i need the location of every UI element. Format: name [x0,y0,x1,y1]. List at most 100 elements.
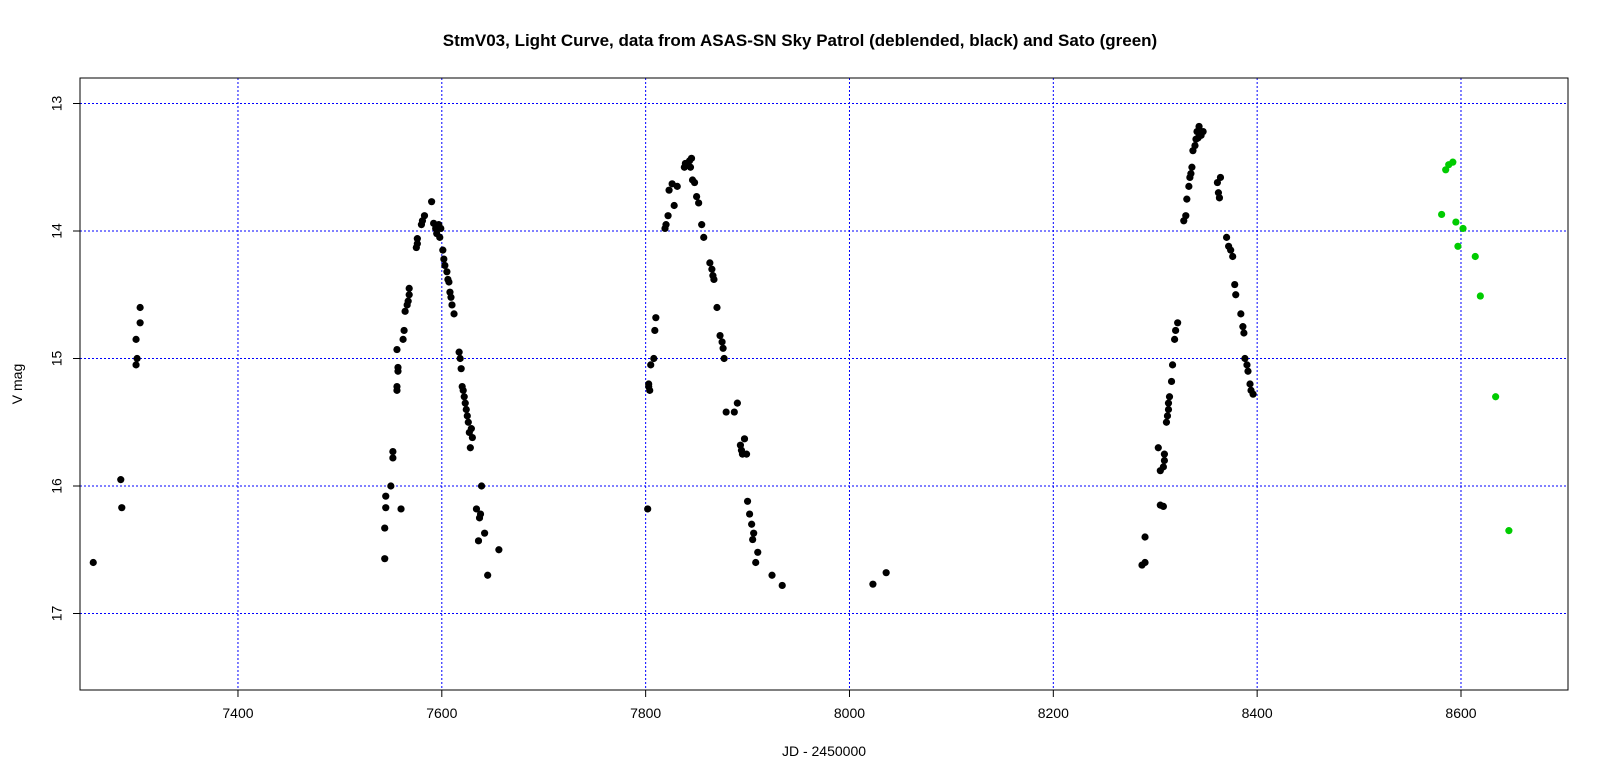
data-point-asassn [686,163,695,171]
data-point-sato [1454,242,1462,250]
data-point-asassn [468,433,476,442]
data-point-asassn [1182,212,1190,220]
data-point-asassn [461,399,469,407]
data-point-asassn [1227,246,1235,254]
data-point-asassn [778,581,786,590]
data-point-asassn [413,235,421,243]
data-point-asassn [742,450,751,458]
data-point-asassn [647,361,655,369]
x-tick-label: 8200 [1038,705,1069,721]
data-point-asassn [441,261,449,270]
data-point-asassn [462,405,470,414]
data-point-asassn [652,314,660,322]
data-point-asassn [722,408,730,416]
data-point-asassn [718,338,726,346]
data-point-asassn [436,233,444,241]
data-point-asassn [132,335,140,343]
y-tick-label: 16 [49,478,65,494]
data-point-asassn [1168,361,1177,369]
y-tick-label: 14 [49,223,65,239]
data-point-asassn [389,447,397,456]
data-point-asassn [389,454,397,462]
data-point-asassn [394,363,402,372]
data-point-asassn [1243,361,1251,369]
data-point-asassn [1141,558,1149,567]
data-point-asassn [495,546,503,554]
data-point-asassn [1249,390,1257,398]
data-point-asassn [399,335,407,343]
data-point-sato [1505,527,1513,535]
data-point-asassn [381,524,389,532]
data-point-asassn [400,326,408,335]
data-point-asassn [1239,323,1247,331]
data-point-asassn [708,265,716,273]
data-point-asassn [1241,354,1249,363]
data-point-asassn [749,535,757,544]
data-point-asassn [381,555,389,563]
data-point-asassn [1174,319,1182,327]
data-point-asassn [464,418,472,426]
data-point-asassn [1163,412,1172,420]
data-point-asassn [720,354,728,363]
data-point-asassn [405,291,413,299]
data-point-asassn [387,482,395,490]
data-point-asassn [748,520,756,528]
data-point-asassn [136,303,144,312]
data-point-asassn [664,212,672,220]
data-point-sato [1449,158,1457,166]
data-point-asassn [687,154,696,162]
chart-title: StmV03, Light Curve, data from ASAS-SN S… [443,31,1157,50]
x-tick-label: 7400 [222,705,253,721]
data-point-asassn [405,284,413,292]
data-point-asassn [1141,533,1149,541]
data-point-asassn [695,199,703,207]
data-point-asassn [1237,310,1245,318]
data-point-asassn [456,354,464,363]
data-point-asassn [650,354,658,363]
data-point-asassn [1231,280,1239,289]
data-point-asassn [404,297,412,305]
data-point-asassn [1188,163,1196,171]
data-point-asassn [700,233,708,241]
data-point-asassn [706,259,714,267]
data-point-asassn [1160,456,1169,465]
data-point-asassn [1172,326,1180,335]
data-point-asassn [437,224,445,233]
data-point-asassn [1222,233,1231,241]
data-point-asassn [1232,291,1240,299]
data-point-sato [1471,252,1479,261]
y-tick-label: 17 [49,606,65,622]
data-point-asassn [1165,393,1174,401]
x-tick-label: 8600 [1445,705,1476,721]
data-point-asassn [665,186,673,194]
plot-frame [79,77,1569,691]
data-point-asassn [474,537,483,545]
x-axis-label: JD - 2450000 [782,743,866,759]
data-point-sato [1459,224,1467,233]
data-point-asassn [713,303,721,312]
data-point-asassn [1154,444,1162,452]
data-point-asassn [644,505,652,513]
data-point-asassn [1216,173,1225,182]
data-point-asassn [455,348,463,356]
data-point-asassn [1215,194,1224,202]
data-point-asassn [869,580,877,588]
y-tick-label: 13 [49,96,65,112]
data-point-asassn [882,569,890,577]
data-point-asassn [733,399,741,407]
data-point-asassn [1170,335,1179,343]
y-axis-label: V mag [9,364,25,404]
data-point-asassn [693,192,701,201]
data-point-asassn [1167,377,1176,386]
data-point-asassn [750,529,758,537]
data-point-asassn [457,365,465,373]
data-points [89,122,1513,590]
data-point-asassn [445,278,453,286]
data-point-asassn [752,558,760,567]
data-point-asassn [382,492,390,500]
data-point-asassn [133,354,141,363]
data-point-asassn [382,504,390,512]
x-tick-label: 8000 [834,705,865,721]
data-point-asassn [1162,418,1171,426]
